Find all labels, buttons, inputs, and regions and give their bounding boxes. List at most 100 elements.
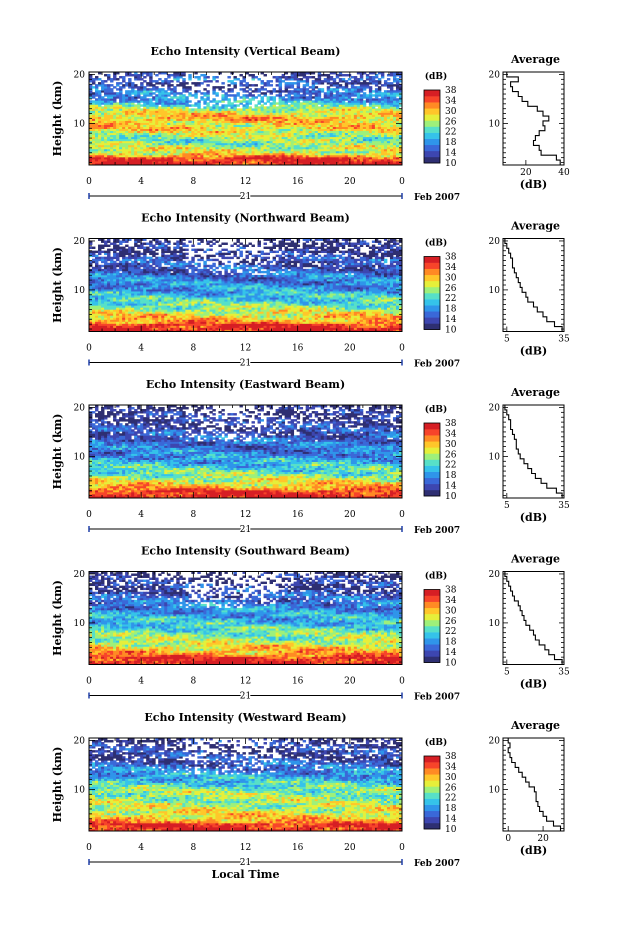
heatmap-cell	[149, 144, 153, 148]
heatmap-cell	[359, 84, 364, 87]
heatmap-cell	[149, 92, 153, 95]
heatmap-cell	[260, 88, 264, 91]
heatmap-cell	[317, 106, 322, 109]
heatmap-cell	[158, 120, 162, 123]
heatmap-cell	[197, 146, 201, 150]
heatmap-cell	[269, 112, 273, 115]
heatmap-cell	[374, 146, 379, 150]
heatmap-cell	[362, 108, 367, 111]
heatmap-cell	[296, 112, 301, 115]
heatmap-cell	[185, 96, 189, 99]
heatmap-cell	[161, 146, 165, 150]
heatmap-cell	[269, 130, 273, 134]
heatmap-cell	[383, 329, 388, 332]
heatmap-cell	[353, 100, 358, 103]
heatmap-cell	[110, 106, 114, 109]
heatmap-cell	[134, 154, 138, 158]
heatmap-cell	[392, 72, 397, 75]
heatmap-cell	[212, 130, 216, 134]
heatmap-cell	[323, 162, 328, 166]
heatmap-cell	[110, 100, 114, 103]
heatmap-cell	[182, 136, 186, 140]
heatmap-cell	[134, 74, 138, 77]
heatmap-cell	[149, 82, 153, 85]
heatmap-cell	[92, 138, 96, 142]
heatmap-cell	[242, 126, 246, 130]
heatmap-cell	[206, 116, 210, 119]
heatmap-cell	[221, 122, 225, 125]
heatmap-cell	[392, 160, 397, 164]
heatmap-cell	[230, 94, 234, 97]
heatmap-cell	[275, 152, 280, 156]
heatmap-cell	[290, 156, 295, 160]
heatmap-cell	[215, 152, 219, 156]
heatmap-cell	[344, 86, 349, 89]
heatmap-cell	[281, 106, 286, 109]
heatmap-cell	[350, 118, 355, 121]
heatmap-cell	[344, 154, 349, 158]
heatmap-cell	[374, 132, 379, 136]
heatmap-cell	[155, 162, 159, 166]
heatmap-cell	[326, 124, 331, 127]
heatmap-cell	[137, 76, 141, 79]
heatmap-cell	[227, 108, 231, 111]
heatmap-cell	[359, 154, 364, 158]
heatmap-cell	[191, 152, 195, 156]
heatmap-cell	[317, 146, 322, 150]
heatmap-cell	[392, 110, 397, 113]
heatmap-cell	[389, 128, 394, 132]
heatmap-cell	[89, 118, 93, 121]
heatmap-cell	[233, 136, 237, 140]
heatmap-cell	[179, 108, 183, 111]
heatmap-cell	[107, 110, 111, 113]
heatmap-cell	[317, 136, 322, 140]
heatmap-cell	[251, 124, 255, 127]
heatmap-cell	[200, 136, 204, 140]
heatmap-cell	[224, 128, 228, 132]
heatmap-cell	[353, 110, 358, 113]
heatmap-cell	[239, 82, 243, 85]
heatmap-cell	[383, 128, 388, 132]
heatmap-cell	[266, 124, 270, 127]
heatmap-cell	[227, 144, 231, 148]
heatmap-cell	[305, 92, 310, 95]
heatmap-cell	[188, 146, 192, 150]
heatmap-cell	[302, 124, 307, 127]
heatmap-cell	[182, 148, 186, 152]
heatmap-cell	[260, 148, 264, 152]
heatmap-cell	[341, 110, 346, 113]
heatmap-cell	[203, 92, 207, 95]
heatmap-cell	[146, 154, 150, 158]
heatmap-cell	[335, 74, 340, 77]
heatmap-cell	[101, 134, 105, 138]
heatmap-cell	[92, 329, 96, 332]
heatmap-cell	[368, 112, 373, 115]
heatmap-cell	[167, 82, 171, 85]
heatmap-cell	[338, 140, 343, 144]
heatmap-cell	[245, 86, 249, 89]
heatmap-cell	[107, 150, 111, 154]
heatmap-cell	[371, 80, 376, 83]
heatmap-cell	[92, 158, 96, 162]
heatmap-cell	[236, 124, 240, 127]
heatmap-cell	[167, 162, 171, 166]
heatmap-cell	[197, 136, 201, 140]
heatmap-cell	[155, 327, 159, 330]
heatmap-cell	[143, 327, 147, 330]
heatmap-cell	[221, 82, 225, 85]
heatmap-cell	[353, 122, 358, 125]
heatmap-cell	[113, 74, 117, 77]
heatmap-cell	[338, 130, 343, 134]
heatmap-cell	[188, 88, 192, 91]
heatmap-cell	[146, 110, 150, 113]
heatmap-cell	[182, 156, 186, 160]
heatmap-cell	[131, 130, 135, 134]
heatmap-cell	[155, 136, 159, 140]
heatmap-cell	[242, 110, 246, 113]
heatmap-cell	[200, 114, 204, 117]
heatmap-cell	[248, 132, 252, 136]
heatmap-cell	[128, 138, 132, 142]
heatmap-cell	[317, 162, 322, 166]
heatmap-cell	[230, 132, 234, 136]
heatmap-cell	[278, 108, 283, 111]
